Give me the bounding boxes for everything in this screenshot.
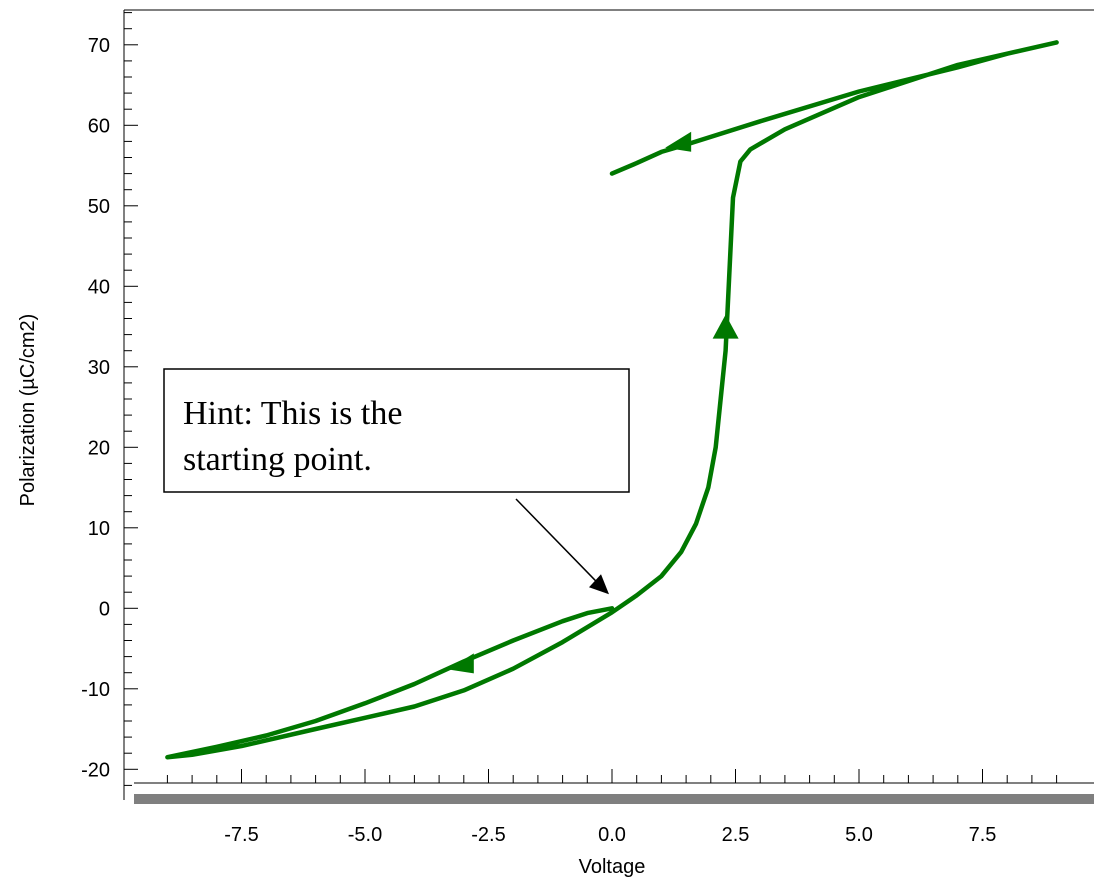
- y-tick-label: -10: [81, 679, 110, 701]
- x-tick-label: 5.0: [845, 824, 873, 846]
- x-tick-label: -5.0: [348, 824, 382, 846]
- polarization-curve: [165, 40, 1059, 760]
- direction-arrow: [665, 131, 692, 152]
- direction-arrow: [447, 653, 474, 674]
- hint-box: [163, 368, 630, 493]
- x-tick-label: 7.5: [969, 824, 997, 846]
- x-tick-label: -2.5: [471, 824, 505, 846]
- y-tick-label: 50: [88, 196, 110, 218]
- y-axis-title: Polarization (µC/cm2): [17, 314, 39, 507]
- hint-text-line: starting point.: [183, 441, 372, 478]
- y-tick-label: -20: [81, 759, 110, 781]
- hint-arrow-head: [589, 574, 609, 595]
- y-tick-label: 40: [88, 276, 110, 298]
- y-tick-label: 60: [88, 115, 110, 137]
- y-tick-label: 20: [88, 437, 110, 459]
- y-tick-label: 70: [88, 35, 110, 57]
- x-tick-label: 0.0: [598, 824, 626, 846]
- direction-arrow: [712, 314, 739, 339]
- hint-arrow-line: [515, 498, 602, 587]
- x-axis-scroll-bar: [134, 794, 1094, 804]
- x-axis-title: Voltage: [579, 856, 646, 878]
- y-tick-label: 30: [88, 357, 110, 379]
- y-tick-label: 10: [88, 518, 110, 540]
- x-tick-label: -7.5: [224, 824, 258, 846]
- hint-text-line: Hint: This is the: [183, 395, 402, 432]
- y-tick-label: 0: [99, 598, 110, 620]
- x-tick-label: 2.5: [722, 824, 750, 846]
